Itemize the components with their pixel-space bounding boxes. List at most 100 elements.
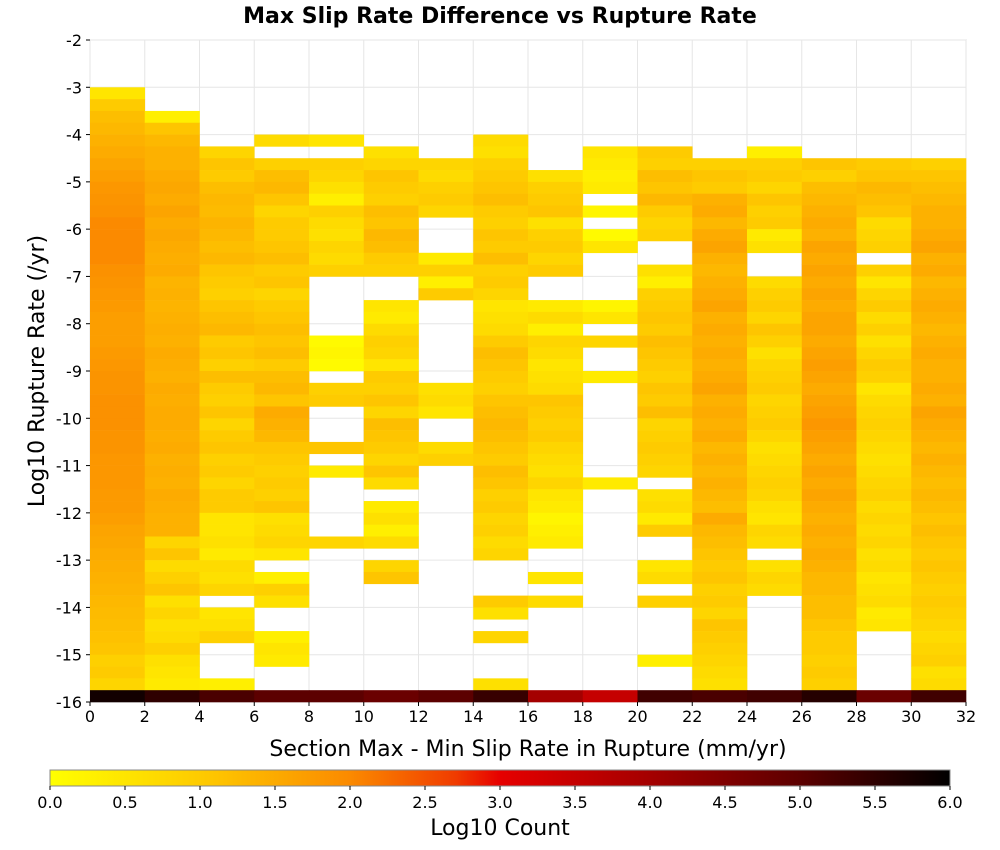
heatmap-cell (309, 229, 365, 242)
heatmap-cell (856, 489, 912, 502)
heatmap-cell (911, 583, 967, 596)
heatmap-cell (144, 158, 200, 171)
heatmap-cell (582, 300, 638, 313)
heatmap-cell (637, 453, 693, 466)
heatmap-cell (911, 311, 967, 325)
heatmap-cell (144, 512, 200, 525)
heatmap-cell (911, 323, 967, 336)
heatmap-cell (90, 205, 146, 218)
heatmap-cell (801, 359, 857, 372)
colorbar (49, 769, 951, 787)
heatmap-cell (856, 288, 912, 301)
heatmap-cell (199, 441, 255, 455)
heatmap-cell (254, 430, 310, 443)
heatmap-cell (801, 477, 857, 490)
heatmap-cell (856, 217, 912, 230)
heatmap-cell (692, 158, 748, 171)
heatmap-cell (692, 441, 748, 455)
heatmap-cell (199, 631, 255, 644)
x-tick-label: 12 (408, 707, 428, 726)
heatmap-cell (528, 264, 584, 277)
heatmap-cell (363, 347, 419, 360)
heatmap-cell (856, 406, 912, 419)
y-tick-label: -3 (66, 78, 82, 97)
heatmap-cell (473, 477, 529, 490)
heatmap-cell (418, 181, 474, 194)
heatmap-cell (418, 158, 474, 171)
y-tick-label: -7 (66, 267, 82, 286)
heatmap-cell (911, 288, 967, 301)
heatmap-cell (144, 240, 200, 254)
heatmap-cell (801, 548, 857, 561)
heatmap-cell (747, 453, 803, 466)
heatmap-cell (856, 512, 912, 525)
heatmap-cell (528, 229, 584, 242)
heatmap-cell (90, 642, 146, 656)
heatmap-cell (473, 501, 529, 514)
heatmap-cell (199, 501, 255, 514)
heatmap-cell (90, 512, 146, 525)
heatmap-cell (911, 678, 967, 691)
heatmap-cell (692, 548, 748, 561)
x-tick-label: 18 (573, 707, 593, 726)
heatmap-cell (90, 146, 146, 159)
heatmap-cell (90, 583, 146, 596)
heatmap-cell (90, 382, 146, 395)
heatmap-cell (856, 347, 912, 360)
heatmap-cell (911, 690, 967, 703)
heatmap-cell (747, 276, 803, 289)
x-tick-label: 2 (140, 707, 150, 726)
heatmap-cell (199, 382, 255, 395)
heatmap-cell (911, 524, 967, 537)
heatmap-cell (473, 229, 529, 242)
heatmap-cell (528, 205, 584, 218)
heatmap-cell (363, 359, 419, 372)
heatmap-cell (418, 453, 474, 466)
heatmap-cell (363, 418, 419, 431)
heatmap-cell (90, 181, 146, 194)
heatmap-cell (747, 193, 803, 206)
heatmap-cell (418, 193, 474, 206)
y-tick-label: -12 (56, 504, 82, 523)
heatmap-cell (637, 489, 693, 502)
heatmap-cell (473, 430, 529, 443)
heatmap-cell (911, 512, 967, 525)
heatmap-cell (199, 158, 255, 171)
heatmap-cell (363, 240, 419, 254)
heatmap-cell (144, 217, 200, 230)
heatmap-cell (473, 631, 529, 644)
heatmap-cell (911, 300, 967, 313)
heatmap-cell (144, 571, 200, 585)
heatmap-cell (582, 229, 638, 242)
y-tick-label: -4 (66, 126, 82, 145)
y-axis-label: Log10 Rupture Rate (/yr) (25, 235, 50, 507)
heatmap-cell (911, 406, 967, 419)
x-tick-label: 0 (85, 707, 95, 726)
heatmap-cell (473, 252, 529, 265)
heatmap-cell (528, 347, 584, 360)
heatmap-cell (528, 371, 584, 384)
y-axis-ticks: -2 -3 -4 -5 -6 -7 -8 -9 -10 -11 -12 -13 -14 -15 -16 (56, 31, 90, 712)
heatmap-cell (90, 666, 146, 679)
heatmap-cell (90, 229, 146, 242)
heatmap-cell (911, 489, 967, 502)
heatmap-cell (199, 560, 255, 573)
heatmap-cell (747, 205, 803, 218)
heatmap-cell (911, 240, 967, 254)
x-axis-ticks: 0 2 4 6 8 10 12 14 16 18 20 22 24 26 28 30 32 (85, 702, 976, 726)
heatmap-cell (199, 347, 255, 360)
heatmap-cell (528, 441, 584, 455)
heatmap-cell (747, 536, 803, 549)
heatmap-cell (199, 524, 255, 537)
heatmap-cell (144, 631, 200, 644)
heatmap-cell (254, 477, 310, 490)
heatmap-cell (144, 430, 200, 443)
heatmap-cell (90, 406, 146, 419)
heatmap-cell (90, 465, 146, 478)
heatmap-cell (254, 359, 310, 372)
heatmap-cell (144, 193, 200, 206)
heatmap-cell (90, 536, 146, 549)
heatmap-cell (801, 276, 857, 289)
heatmap-cell (582, 170, 638, 183)
heatmap-cell (418, 690, 474, 703)
